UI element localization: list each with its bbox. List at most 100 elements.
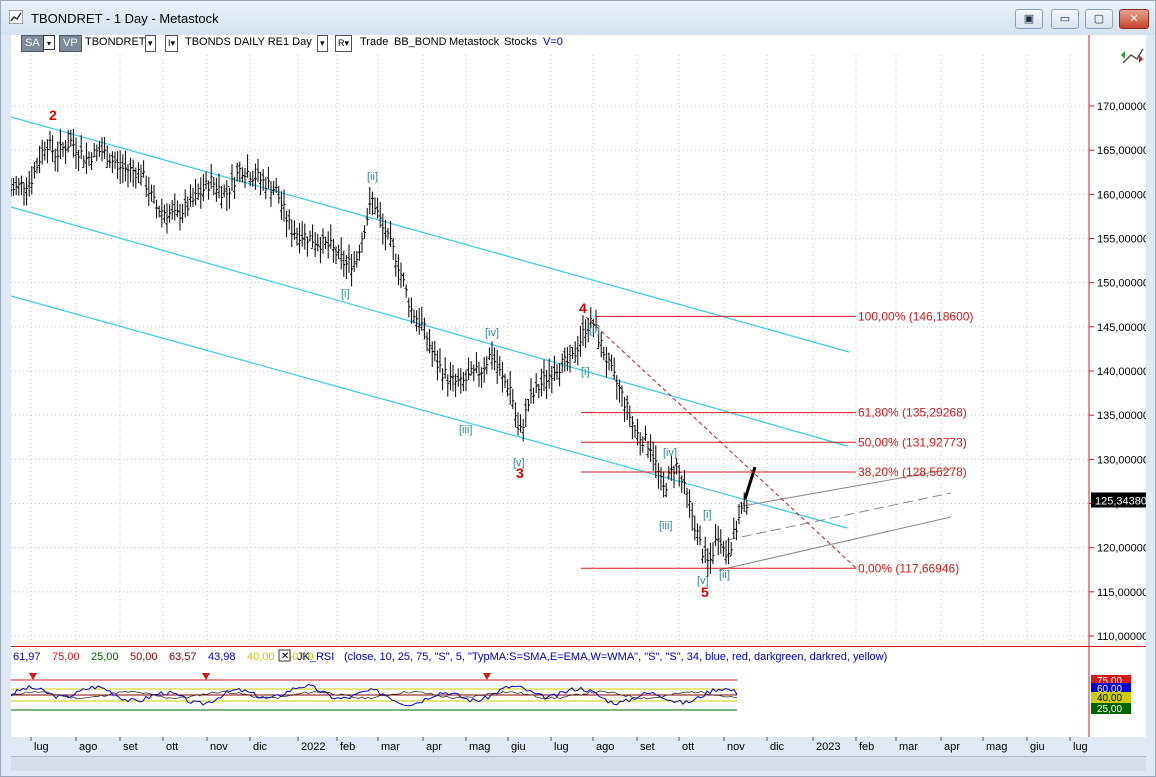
price-bar [287,209,291,230]
price-bar [623,396,627,423]
wave-label-minor: [v] [513,457,525,469]
price-bar [316,233,320,252]
stocks-label: Stocks [504,36,538,48]
price-bar [97,140,101,157]
price-bar [110,151,114,174]
price-bar [693,515,697,541]
rsi-axis-label: 60,00 [1097,684,1122,695]
price-bar [32,162,36,179]
rsi-legend-value: 50,00 [130,651,158,663]
price-bar [25,177,29,206]
symbol-dropdown[interactable]: ▾ [145,35,156,52]
price-bar [331,238,335,263]
price-bar [290,219,294,248]
price-tick-label: 130,00000 [1097,454,1146,466]
price-bar [615,375,619,400]
price-bar [506,379,510,397]
price-bar [365,207,369,226]
price-bar [363,225,367,239]
rsi-params: (close, 10, 25, 75, "S", 5, "TypMA:S=SMA… [344,651,887,663]
time-label: dic [253,741,268,753]
wave-label-minor: [iii] [659,520,672,532]
trade-label: Trade [360,36,389,48]
price-bar [508,371,512,405]
price-bar [45,139,49,164]
chart-app-icon [9,10,23,24]
price-chart[interactable]: 170,00000 165,00000 160,00000 155,00000 150,… [9,35,1149,646]
price-bar [246,154,250,178]
price-bar [690,502,694,531]
price-bar [321,228,325,254]
price-bar [295,227,299,246]
price-bar [12,178,16,196]
price-bar [480,367,484,388]
price-bar [253,163,257,190]
price-bar [329,224,333,249]
close-button[interactable]: ✕ [1119,9,1149,29]
period-dropdown[interactable]: ▾ [317,35,328,52]
price-bar [269,181,273,207]
price-bar [729,542,733,557]
price-bar [56,141,60,173]
price-bar [482,356,486,383]
price-bar [534,373,538,393]
price-bar [103,137,107,159]
price-bar [630,416,634,440]
maximize-button[interactable]: ▢ [1085,9,1113,29]
time-label: set [640,741,655,753]
price-bar [646,441,650,459]
restore-panel-button[interactable]: ▣ [1015,9,1043,29]
price-bar [285,210,289,238]
price-bar [207,180,211,200]
price-bar [376,197,380,219]
time-label: 2023 [816,741,840,753]
time-label: mag [469,741,490,753]
price-bar [565,346,569,372]
price-bar [35,157,39,174]
price-bar [142,160,146,178]
sa-dropdown[interactable]: ▾ [43,35,55,50]
wave-label-major: 5 [701,584,709,600]
rsi-axis-tag [1091,675,1131,686]
price-bar [578,325,582,357]
rsi-chart[interactable]: 61,97 75,00 25,00 50,00 63,57 43,98 40,00 60,00… [10,647,1146,737]
wave-label-minor: [ii] [719,569,730,581]
sa-button[interactable]: SA [21,35,44,52]
rsi-close-icon: ✕ [281,651,289,662]
r-dropdown[interactable]: R▾ [335,35,353,52]
rsi-axis-label: 40,00 [1097,693,1122,704]
price-bar [308,230,312,242]
price-bar [724,540,728,565]
rsi-pane[interactable]: 61,97 75,00 25,00 50,00 63,57 43,98 40,00 60,00… [10,646,1146,737]
price-bar [355,250,359,268]
rsi-close-box [278,649,291,662]
price-bar [550,366,554,394]
price-bar [43,141,47,161]
price-bar [649,434,653,462]
price-bar [399,262,403,288]
price-bar [217,173,221,199]
price-bar [170,200,174,220]
price-bar [324,236,328,249]
price-bar [90,152,94,171]
minimize-button[interactable]: ▭ [1051,9,1079,29]
price-bar [116,151,120,180]
price-bar [742,492,746,512]
price-bar [334,246,338,264]
price-pane[interactable]: 170,00000 165,00000 160,00000 155,00000 150,… [9,35,1149,646]
title-bar[interactable]: TBONDRET - 1 Day - Metastock ▣ ▭ ▢ ✕ [1,1,1155,35]
vp-button[interactable]: VP [59,35,82,52]
price-bar [152,184,156,204]
bb-label: BB_BOND [394,36,447,48]
price-bar [604,346,608,378]
price-bar [222,184,226,198]
price-bar [425,332,429,352]
price-bar [311,224,315,249]
price-bar [682,469,686,495]
price-bar [121,154,125,184]
horizontal-scrollbar[interactable] [11,756,1146,771]
wave-label-minor: [iii] [459,424,472,436]
series-dropdown[interactable]: I▾ [165,35,179,52]
price-bar [227,185,231,209]
price-bar [144,175,148,198]
